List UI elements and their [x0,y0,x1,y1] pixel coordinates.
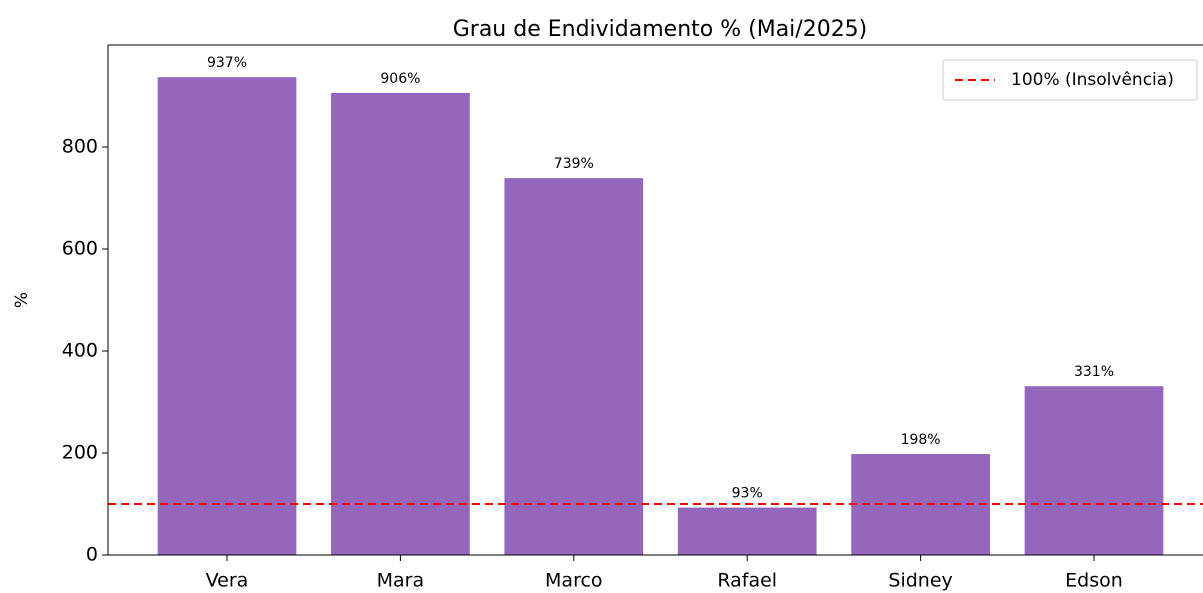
bar [1024,386,1164,555]
legend-box [942,59,1198,101]
x-tick-label: Rafael [717,570,777,592]
legend-label: 100% (Insolvência) [1011,70,1174,90]
value-label: 906% [380,71,420,87]
y-tick-label: 400 [62,340,98,362]
bar [331,92,470,555]
value-label: 93% [732,486,763,502]
value-label: 198% [901,432,941,448]
chart-title: Grau de Endividamento % (Mai/2025) [453,17,868,42]
bar [504,178,644,556]
bar [677,507,817,555]
x-tick-label: Mara [377,570,425,592]
bar [157,77,297,555]
y-axis-label: % [12,292,32,308]
y-tick-label: 800 [62,136,98,158]
x-tick-label: Marco [545,570,603,592]
value-label: 739% [554,156,594,172]
value-label: 331% [1074,364,1114,380]
x-tick-label: Vera [206,570,249,592]
value-label: 937% [207,55,247,71]
y-tick-label: 0 [86,544,98,566]
y-tick-label: 600 [62,238,98,260]
y-tick-label: 200 [62,442,98,464]
x-tick-label: Edson [1065,570,1123,592]
x-tick-label: Sidney [888,570,952,592]
